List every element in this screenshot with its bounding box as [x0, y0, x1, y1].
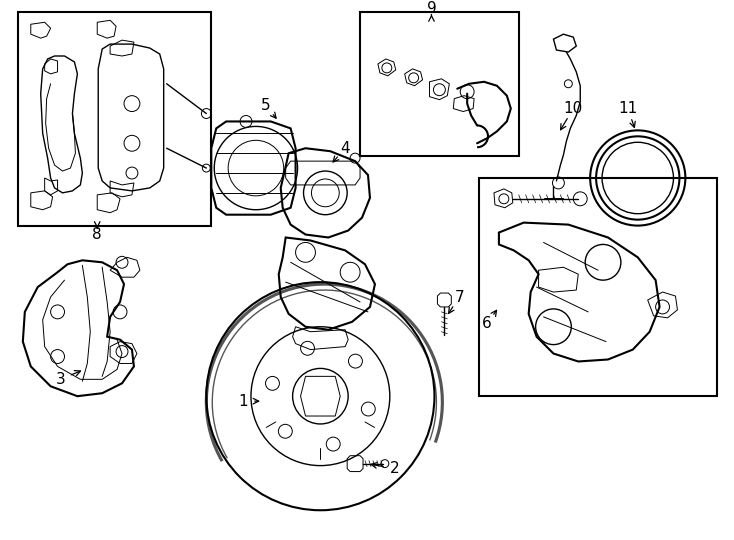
Text: 8: 8	[92, 227, 102, 242]
Text: 2: 2	[390, 461, 399, 476]
Text: 5: 5	[261, 98, 271, 113]
Text: 9: 9	[426, 1, 436, 16]
Bar	[18, 12, 211, 226]
Text: 3: 3	[56, 372, 65, 387]
Bar	[360, 12, 519, 156]
Text: 1: 1	[239, 394, 248, 409]
Text: 7: 7	[454, 289, 464, 305]
Text: 11: 11	[618, 101, 637, 116]
Text: 4: 4	[341, 141, 350, 156]
Text: 10: 10	[564, 101, 583, 116]
Text: 6: 6	[482, 316, 492, 331]
Bar	[479, 178, 717, 396]
